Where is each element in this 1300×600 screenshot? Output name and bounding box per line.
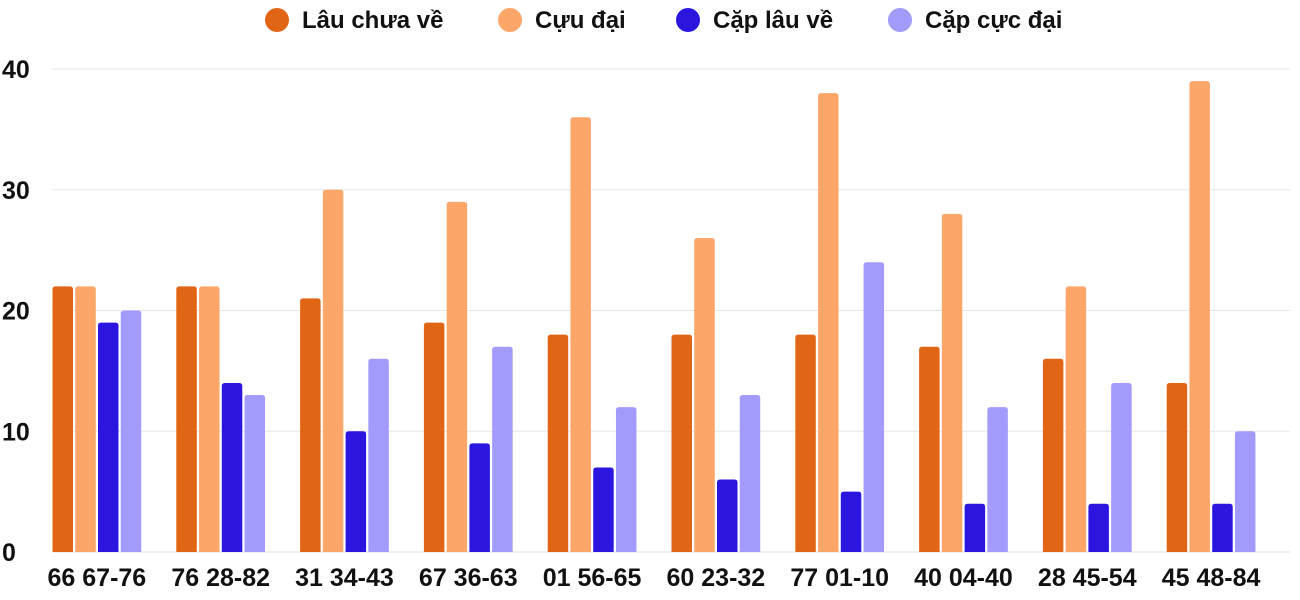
- bar: [1189, 81, 1210, 552]
- bar: [176, 286, 197, 552]
- bar: [987, 407, 1008, 552]
- bar: [547, 334, 569, 552]
- legend-label: Cặp cực đại: [925, 7, 1062, 34]
- legend: Lâu chưa về Cựu đại Cặp lâu về Cặp cực đại: [265, 7, 1062, 34]
- bar: [199, 286, 220, 552]
- bar: [345, 431, 367, 552]
- bar: [120, 310, 142, 552]
- legend-swatch: [676, 8, 700, 32]
- bar: [1088, 503, 1109, 552]
- bar: [570, 117, 591, 553]
- y-tick-label: 10: [2, 418, 30, 446]
- x-tick-label: 66 67-76: [48, 564, 147, 592]
- bar: [795, 334, 816, 552]
- bar: [1212, 503, 1233, 552]
- bar: [98, 322, 119, 552]
- bar: [1065, 286, 1087, 552]
- bar: [244, 395, 266, 552]
- bar: [615, 407, 637, 552]
- y-tick-label: 40: [2, 56, 30, 84]
- legend-item: Cặp lâu về: [676, 7, 833, 34]
- bar: [1111, 382, 1132, 552]
- bar: [1166, 382, 1188, 552]
- x-tick-label: 40 04-40: [914, 564, 1013, 592]
- bar: [941, 213, 963, 552]
- bar: [717, 479, 738, 552]
- x-tick-label: 77 01-10: [790, 564, 889, 592]
- bar: [840, 491, 862, 552]
- bar: [469, 443, 490, 552]
- bar: [221, 382, 243, 552]
- y-axis: 0 10 20 30 40: [2, 56, 30, 567]
- bar: [300, 298, 321, 552]
- bar: [919, 346, 940, 552]
- y-tick-label: 20: [2, 298, 30, 326]
- x-tick-label: 76 28-82: [171, 564, 270, 592]
- legend-swatch: [888, 8, 912, 32]
- bar: [593, 467, 614, 552]
- legend-label: Cặp lâu về: [713, 7, 833, 34]
- bar: [1234, 431, 1256, 552]
- x-tick-label: 67 36-63: [419, 564, 518, 592]
- x-tick-label: 60 23-32: [667, 564, 766, 592]
- bar: [964, 503, 986, 552]
- x-tick-label: 01 56-65: [543, 564, 642, 592]
- x-tick-label: 31 34-43: [295, 564, 394, 592]
- bar: [818, 93, 839, 553]
- bar: [446, 201, 468, 552]
- y-tick-label: 0: [2, 539, 16, 567]
- bars: [52, 81, 1256, 553]
- legend-label: Lâu chưa về: [302, 7, 443, 34]
- legend-label: Cựu đại: [535, 7, 626, 34]
- bar: [863, 262, 885, 552]
- bar: [492, 346, 513, 552]
- bar: [52, 286, 73, 552]
- bar: [694, 238, 715, 553]
- bar: [423, 322, 445, 552]
- x-tick-label: 45 48-84: [1162, 564, 1261, 592]
- bar: [322, 189, 344, 552]
- legend-swatch: [265, 8, 289, 32]
- bar: [739, 395, 761, 552]
- legend-swatch: [498, 8, 522, 32]
- bar: [75, 286, 96, 552]
- x-axis: 66 67-76 76 28-82 31 34-43 67 36-63 01 56-65…: [48, 564, 1261, 592]
- legend-item: Lâu chưa về: [265, 7, 443, 34]
- bar: [368, 358, 389, 552]
- x-tick-label: 28 45-54: [1038, 564, 1137, 592]
- bar: [671, 334, 692, 552]
- bar: [1042, 358, 1064, 552]
- legend-item: Cựu đại: [498, 7, 626, 34]
- y-tick-label: 30: [2, 177, 30, 205]
- legend-item: Cặp cực đại: [888, 7, 1062, 34]
